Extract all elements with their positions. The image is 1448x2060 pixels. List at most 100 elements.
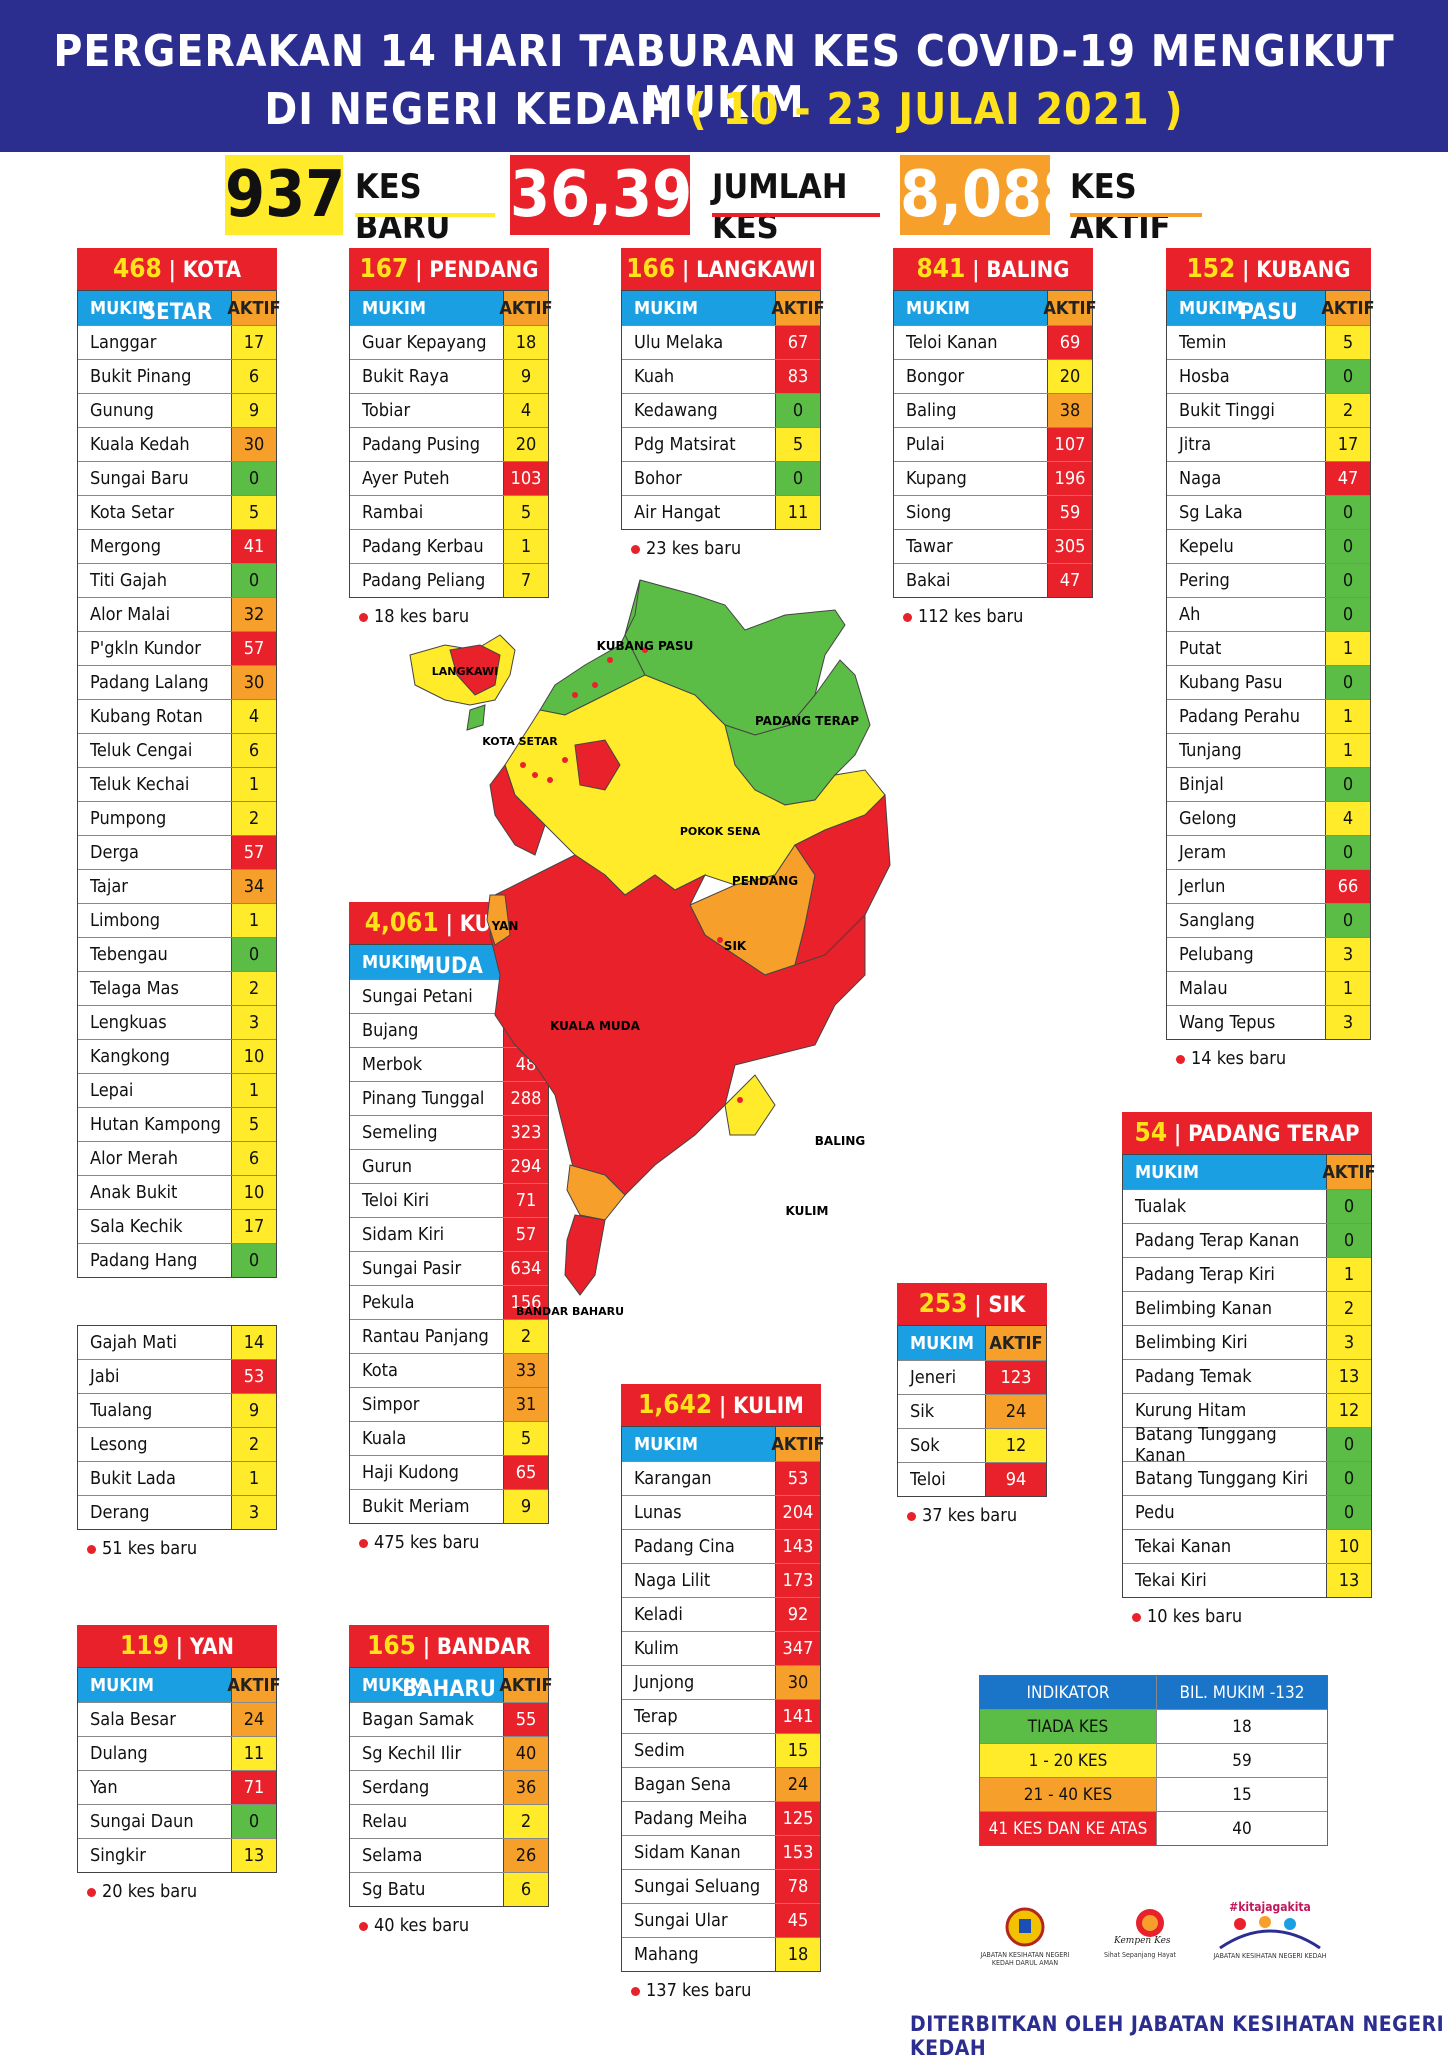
table-row: Teluk Cengai 6 (78, 734, 276, 768)
district-case-count: 1,642 (638, 1390, 713, 1420)
panel-padang-terap: 54 | PADANG TERAP MUKIM AKTIF Tualak 0 Padang… (1122, 1112, 1376, 1627)
table-header: MUKIM AKTIF (78, 291, 281, 326)
col-mukim: MUKIM (634, 1433, 698, 1455)
table-row: Teluk Kechai 1 (78, 768, 276, 802)
table-row: Padang Cina 143 (622, 1530, 820, 1564)
panel-kota-setar-extra: Gajah Mati 14 Jabi 53 Tualang 9 Lesong 2 Bukit L… (77, 1325, 277, 1559)
mukim-name: Junjong (634, 1672, 695, 1693)
table-header: MUKIM AKTIF (350, 1668, 553, 1703)
mukim-active-cases: 57 (503, 1218, 548, 1251)
mukim-name: Padang Peliang (362, 570, 486, 591)
mukim-active-cases: 125 (775, 1802, 820, 1835)
mukim-name: Padang Kerbau (362, 536, 484, 557)
district-name: | PENDANG (415, 258, 539, 283)
panel-title: 468 | KOTA SETAR (77, 248, 277, 325)
mukim-active-cases: 65 (503, 1456, 548, 1489)
table-row: Air Hangat 11 (622, 496, 820, 529)
panel-title: 167 | PENDANG (349, 248, 549, 290)
mukim-name: Gunung (90, 400, 154, 421)
mukim-active-cases: 11 (231, 1737, 276, 1770)
table-row: Relau 2 (350, 1805, 548, 1839)
table-row: Singkir 13 (78, 1839, 276, 1872)
mukim-name: Tawar (906, 536, 953, 557)
map-label-baling: BALING (815, 1134, 865, 1148)
mukim-name: Sungai Daun (90, 1811, 194, 1832)
table-row: Kuala 5 (350, 1422, 548, 1456)
table-row: Alor Malai 32 (78, 598, 276, 632)
mukim-name: Merbok (362, 1054, 423, 1075)
table-header: MUKIM AKTIF (1123, 1155, 1376, 1190)
mukim-name: Sala Kechik (90, 1216, 183, 1237)
stat-new-underline (355, 213, 495, 217)
table-row: Keladi 92 (622, 1598, 820, 1632)
mukim-active-cases: 3 (1326, 1326, 1371, 1359)
table-row: Kangkong 10 (78, 1040, 276, 1074)
mukim-name: Kedawang (634, 400, 718, 421)
table-row: Kupang 196 (894, 462, 1092, 496)
mukim-active-cases: 36 (503, 1771, 548, 1804)
table-row: Bukit Tinggi 2 (1167, 394, 1370, 428)
mukim-name: Naga (1179, 468, 1222, 489)
crest-icon (1005, 1907, 1045, 1947)
mukim-name: Mergong (90, 536, 162, 557)
jkn-kedah-logo-text: JABATAN KESIHATAN NEGERI KEDAH DARUL AMA… (980, 1951, 1070, 1967)
legend-value: 40 (1156, 1812, 1327, 1845)
legend-label: 41 KES DAN KE ATAS (980, 1812, 1156, 1845)
mukim-name: Padang Perahu (1179, 706, 1300, 727)
legend-row-mid: 21 - 40 KES 15 (980, 1778, 1327, 1812)
new-cases-text: 475 kes baru (374, 1532, 480, 1553)
mukim-active-cases: 294 (503, 1150, 548, 1183)
mukim-active-cases: 9 (231, 394, 276, 427)
col-aktif: AKTIF (1043, 291, 1097, 325)
table-row: Padang Terap Kanan 0 (1123, 1224, 1371, 1258)
mukim-active-cases: 0 (1325, 496, 1370, 529)
mukim-active-cases: 156 (503, 1286, 548, 1319)
mukim-active-cases: 13 (1326, 1564, 1371, 1597)
mukim-active-cases: 13 (1326, 1360, 1371, 1393)
table-row: Simpor 31 (350, 1388, 548, 1422)
map-label-kulim: KULIM (786, 1204, 829, 1218)
mukim-name: Pumpong (90, 808, 167, 829)
footer-credit: DITERBITKAN OLEH JABATAN KESIHATAN NEGER… (910, 2012, 1445, 2060)
table-row: Bagan Samak 55 (350, 1703, 548, 1737)
panel-sik: 253 | SIK MUKIM AKTIF Jeneri 123 Sik 24 Sok 12 Te… (897, 1283, 1047, 1526)
table-row: Padang Temak 13 (1123, 1360, 1371, 1394)
table-header: MUKIM AKTIF (622, 291, 825, 326)
table-row: Guar Kepayang 18 (350, 326, 548, 360)
table-row: Titi Gajah 0 (78, 564, 276, 598)
map-label-pendang: PENDANG (732, 874, 798, 888)
table-row: Kedawang 0 (622, 394, 820, 428)
mukim-name: Derga (90, 842, 139, 863)
mukim-name: Selama (362, 1845, 423, 1866)
mukim-table: MUKIM AKTIF Ulu Melaka 67 Kuah 83 Kedawang 0 Pdg… (621, 290, 825, 530)
stat-active-cases: 8,088 KES AKTIF (900, 155, 1210, 247)
mukim-name: Padang Cina (634, 1536, 735, 1557)
table-row: Serdang 36 (350, 1771, 548, 1805)
legend-header-count: BIL. MUKIM -132 (1156, 1676, 1327, 1709)
mukim-active-cases: 0 (1325, 530, 1370, 563)
map-label-kota-setar: KOTA SETAR (482, 735, 558, 748)
mukim-name: Kupang (906, 468, 967, 489)
mukim-active-cases: 6 (231, 360, 276, 393)
panel-baling: 841 | BALING MUKIM AKTIF Teloi Kanan 69 Bongo… (893, 248, 1097, 627)
district-case-count: 841 (916, 254, 966, 284)
mukim-name: Karangan (634, 1468, 712, 1489)
mukim-active-cases: 47 (1325, 462, 1370, 495)
new-cases-text: 14 kes baru (1191, 1048, 1287, 1069)
mukim-name: Padang Terap Kiri (1135, 1264, 1275, 1285)
mukim-active-cases: 57 (231, 836, 276, 869)
mukim-active-cases: 4 (503, 394, 548, 427)
legend-header: INDIKATOR BIL. MUKIM -132 (980, 1676, 1327, 1710)
mukim-active-cases: 30 (231, 666, 276, 699)
new-cases-text: 20 kes baru (102, 1881, 198, 1902)
mukim-name: Wang Tepus (1179, 1012, 1276, 1033)
kedah-map: KUBANG PASU PADANG TERAP LANGKAWI KOTA S… (409, 579, 891, 1318)
mukim-active-cases: 24 (231, 1703, 276, 1736)
mukim-active-cases: 5 (231, 496, 276, 529)
mukim-active-cases: 107 (1047, 428, 1092, 461)
title-region: DI NEGERI KEDAH (264, 84, 689, 135)
map-region-yellow-bandar (564, 1214, 606, 1296)
kempen-logo-text: Sihat Sepanjang Hayat (1103, 1951, 1177, 1959)
mukim-name: Kurung Hitam (1135, 1400, 1247, 1421)
mukim-active-cases: 67 (775, 326, 820, 359)
